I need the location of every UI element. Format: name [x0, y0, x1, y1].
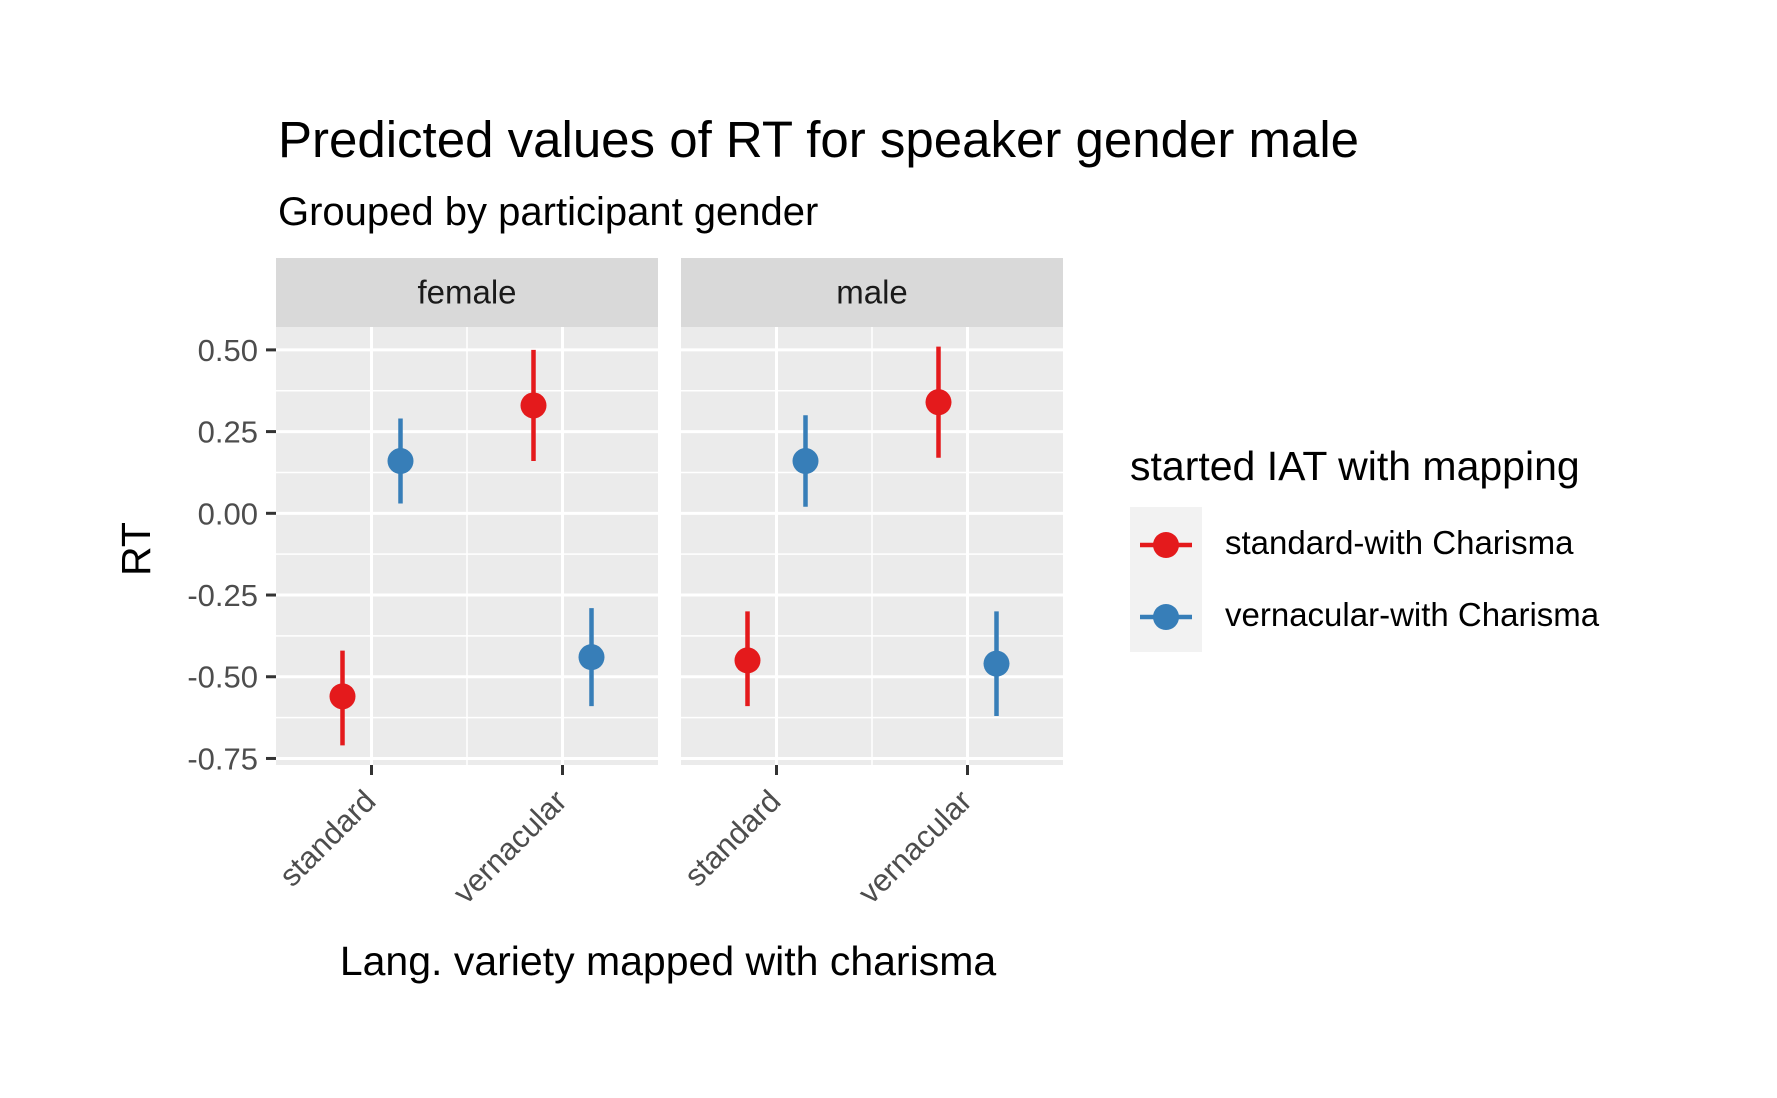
x-tick-label-vernacular-male: vernacular — [851, 783, 978, 910]
strip-label-female: female — [417, 274, 516, 311]
y-tick-label: -0.75 — [187, 741, 258, 776]
legend-label-standard: standard-with Charisma — [1225, 524, 1574, 561]
chart-subtitle: Grouped by participant gender — [278, 190, 818, 234]
data-point — [329, 683, 356, 710]
x-tick-label-standard-female: standard — [272, 783, 382, 893]
data-point — [734, 647, 761, 674]
data-point — [983, 650, 1010, 677]
data-point — [792, 448, 819, 475]
legend-title: started IAT with mapping — [1130, 443, 1580, 489]
x-tick-label-standard-male: standard — [677, 783, 787, 893]
y-tick-label: 0.00 — [198, 496, 258, 531]
strip-female — [276, 258, 658, 327]
data-point — [925, 389, 952, 416]
x-axis-title: Lang. variety mapped with charisma — [340, 938, 997, 984]
strip-label-male: male — [836, 274, 908, 311]
y-tick-label: -0.50 — [187, 660, 258, 695]
y-axis-title: RT — [113, 522, 159, 576]
legend-label-vernacular: vernacular-with Charisma — [1225, 596, 1600, 633]
chart-title: Predicted values of RT for speaker gende… — [278, 111, 1359, 168]
data-point — [578, 644, 605, 671]
strip-male — [681, 258, 1063, 327]
data-point — [387, 448, 414, 475]
y-tick-label: -0.25 — [187, 578, 258, 613]
y-tick-label: 0.25 — [198, 415, 258, 450]
legend: started IAT with mapping standard-with C… — [1130, 443, 1600, 652]
plot-layer: female standard vernacular male standard vern… — [187, 258, 1063, 910]
legend-key-point — [1153, 604, 1179, 630]
x-tick-label-vernacular-female: vernacular — [446, 783, 573, 910]
legend-key-point — [1153, 532, 1179, 558]
data-point — [520, 392, 547, 419]
legend-key-background — [1130, 507, 1202, 652]
y-tick-label: 0.50 — [198, 333, 258, 368]
